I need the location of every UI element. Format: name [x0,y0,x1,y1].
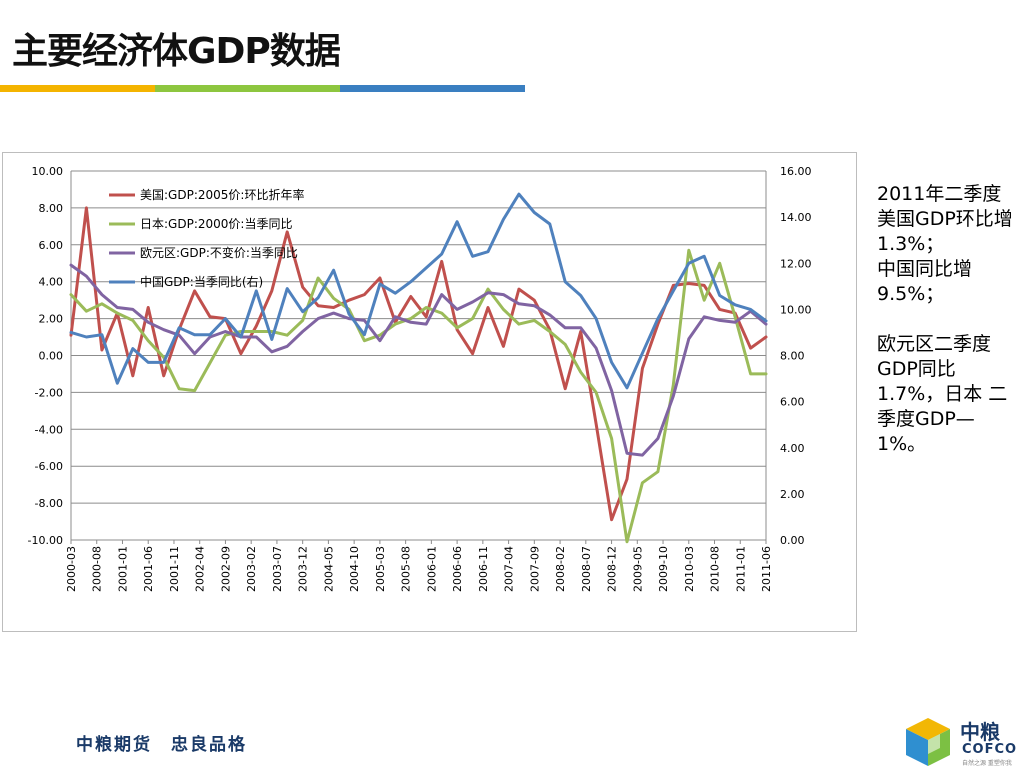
x-tick-label: 2002-04 [194,546,207,592]
series-line-1 [69,206,768,522]
title-bar-green [155,85,340,92]
y-right-tick-label: 0.00 [780,534,805,547]
y-left-tick-label: 2.00 [39,313,64,326]
logo-english-name: COFCO [962,742,1018,757]
x-tick-label: 2007-09 [528,546,541,592]
y-left-tick-label: -8.00 [35,497,63,510]
x-tick-label: 2005-03 [374,546,387,592]
x-tick-label: 2008-12 [606,546,619,592]
title-bar-yellow [0,85,155,92]
series-line-2 [69,248,768,544]
x-tick-label: 2009-10 [657,546,670,592]
gdp-line-chart: 10.00 8.00 6.00 4.00 2.00 0.00 -2.00 -4.00 -6.00… [28,165,812,592]
y-right-tick-label: 6.00 [780,396,805,409]
logo-tagline: 自然之源 重塑你我 [962,760,1012,767]
x-tick-label: 2009-05 [631,546,644,592]
x-tick-label: 2002-09 [219,546,232,592]
y-left-tick-label: -6.00 [35,460,63,473]
x-tick-label: 2008-07 [580,546,593,592]
y-left-tick-label: -4.00 [35,423,63,436]
y-right-tick-label: 8.00 [780,350,805,363]
x-tick-label: 2003-02 [245,546,258,592]
y-right-tick-label: 12.00 [780,257,812,270]
y-right-tick-label: 10.00 [780,303,812,316]
x-tick-label: 2006-01 [425,546,438,592]
y-left-tick-label: 0.00 [39,350,64,363]
x-tick-label: 2000-03 [65,546,78,592]
x-tick-label: 2001-01 [116,546,129,592]
x-tick-label: 2011-06 [760,546,773,592]
y-left-tick-label: 10.00 [32,165,64,178]
legend-label: 中国GDP:当季同比(右) [140,274,263,289]
x-tick-label: 2004-05 [322,546,335,592]
x-tick-label: 2005-08 [400,546,413,592]
x-tick-label: 2001-06 [142,546,155,592]
x-tick-label: 2001-11 [168,546,181,592]
x-tick-label: 2000-08 [91,546,104,592]
y-left-tick-label: -2.00 [35,386,63,399]
logo-chinese-name: 中粮 [960,720,1000,744]
side-note: 2011年二季度美国GDP环比增1.3%； 中国同比增9.5%； 欧元区二季度G… [877,183,1013,455]
x-tick-label: 2008-02 [554,546,567,592]
title-bar-blue [340,85,525,92]
x-tick-label: 2006-06 [451,546,464,592]
legend-label: 日本:GDP:2000价:当季同比 [140,217,292,231]
x-tick-label: 2003-07 [271,546,284,592]
chart-area: 10.00 8.00 6.00 4.00 2.00 0.00 -2.00 -4.00 -6.00… [2,152,857,632]
x-tick-label: 2004-10 [348,546,361,592]
title-underline-bars [0,85,525,92]
y-left-tick-label: 4.00 [39,276,64,289]
series-line-4 [69,192,768,390]
legend-label: 欧元区:GDP:不变价:当季同比 [140,245,298,260]
x-tick-label: 2003-12 [297,546,310,592]
y-right-tick-label: 2.00 [780,488,805,501]
y-left-tick-label: 6.00 [39,239,64,252]
y-right-tick-label: 16.00 [780,165,812,178]
y-right-tick-label: 14.00 [780,211,812,224]
series-line-3 [69,263,768,457]
y-right-tick-label: 4.00 [780,442,805,455]
cofco-logo: 中粮 COFCO 自然之源 重塑你我 [898,712,1022,768]
y-left-tick-label: -10.00 [28,534,63,547]
page-title: 主要经济体GDP数据 [12,31,341,72]
x-tick-label: 2006-11 [477,546,490,592]
x-tick-label: 2010-03 [683,546,696,592]
x-tick-label: 2010-08 [709,546,722,592]
footer-slogan: 中粮期货 忠良品格 [76,735,247,755]
y-left-tick-label: 8.00 [39,202,64,215]
legend-label: 美国:GDP:2005价:环比折年率 [140,187,304,202]
x-tick-label: 2007-04 [503,546,516,592]
cofco-cube-icon [906,718,950,766]
x-tick-label: 2011-01 [734,546,747,592]
